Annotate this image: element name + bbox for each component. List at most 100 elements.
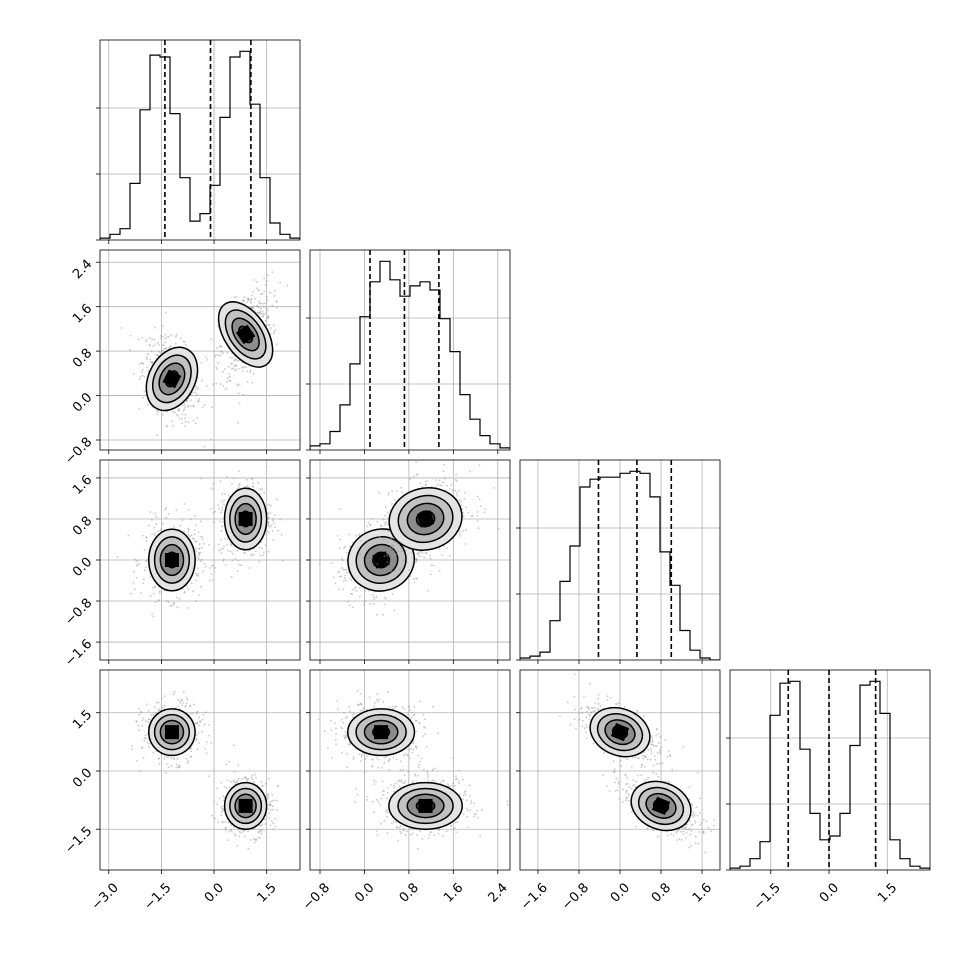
contour-line — [347, 708, 416, 757]
sample-point — [163, 347, 166, 350]
sample-point — [264, 823, 267, 825]
sample-point — [343, 734, 345, 737]
sample-point — [127, 534, 130, 537]
sample-point — [138, 562, 141, 565]
sample-point — [172, 525, 175, 528]
sample-point — [424, 480, 427, 483]
sample-point — [183, 503, 186, 505]
sample-point — [381, 780, 384, 783]
sample-point — [262, 312, 264, 315]
sample-point — [392, 756, 395, 759]
sample-point — [274, 817, 277, 820]
contour-line — [229, 787, 263, 825]
sample-point — [238, 470, 240, 473]
sample-point — [359, 595, 361, 598]
sample-point — [210, 508, 213, 510]
sample-point — [424, 727, 427, 729]
sample-point — [341, 558, 343, 560]
y-tick-label: 0.0 — [70, 390, 95, 415]
sample-point — [279, 281, 281, 284]
sample-point — [342, 568, 345, 571]
sample-point — [391, 544, 394, 547]
sample-point — [402, 559, 405, 562]
sample-point — [141, 336, 144, 339]
sample-point — [154, 585, 156, 588]
sample-point — [341, 559, 344, 562]
sample-point — [478, 464, 481, 467]
sample-point — [414, 774, 417, 777]
sample-point — [373, 603, 375, 605]
sample-point — [218, 543, 220, 546]
sample-point — [334, 722, 336, 725]
sample-point — [233, 296, 236, 299]
sample-point — [138, 363, 141, 366]
sample-point — [384, 523, 387, 526]
sample-point — [261, 310, 264, 313]
sample-point — [221, 547, 224, 550]
sample-point — [377, 758, 380, 761]
sample-point — [149, 594, 152, 597]
sample-point — [351, 713, 354, 715]
sample-point — [174, 411, 177, 414]
sample-point — [351, 606, 354, 609]
sample-point — [199, 551, 202, 554]
sample-point — [165, 425, 168, 427]
sample-point — [355, 589, 358, 592]
sample-point — [141, 719, 144, 722]
sample-point — [330, 756, 333, 759]
sample-point — [164, 333, 167, 336]
sample-point — [233, 781, 235, 784]
sample-point — [228, 830, 231, 833]
sample-point — [231, 831, 233, 833]
sample-point — [483, 511, 486, 514]
sample-point — [172, 602, 174, 604]
sample-point — [199, 585, 202, 588]
sample-point — [390, 537, 393, 539]
sample-point — [138, 708, 141, 710]
sample-point — [455, 775, 457, 778]
sample-point — [170, 757, 173, 760]
sample-point — [183, 408, 186, 410]
sample-point — [333, 576, 335, 579]
sample-point — [150, 350, 153, 353]
sample-point — [266, 274, 269, 276]
sample-point — [267, 513, 269, 516]
sample-point — [259, 312, 262, 314]
sample-point — [275, 301, 278, 304]
sample-point — [419, 760, 422, 763]
sample-point — [149, 576, 152, 578]
sample-point — [195, 600, 198, 603]
sample-point — [194, 422, 197, 425]
sample-point — [385, 506, 387, 509]
sample-point — [168, 755, 171, 758]
sample-point — [151, 533, 153, 536]
sample-point — [212, 383, 214, 386]
sample-point — [408, 569, 411, 571]
sample-point — [165, 516, 168, 519]
sample-point — [454, 479, 457, 481]
sample-point — [255, 839, 257, 841]
sample-point — [396, 541, 398, 544]
sample-point — [148, 742, 151, 745]
sample-point — [385, 597, 388, 600]
sample-point — [401, 706, 403, 708]
sample-point — [182, 701, 185, 704]
sample-point — [186, 698, 189, 701]
sample-point — [371, 764, 374, 767]
sample-point — [246, 381, 249, 383]
sample-point — [276, 799, 278, 802]
sample-point — [272, 822, 275, 825]
sample-point — [337, 535, 339, 537]
sample-point — [478, 498, 481, 500]
sample-point — [250, 839, 252, 841]
contour-line — [234, 793, 257, 819]
panel-1-1 — [306, 249, 511, 454]
sample-point — [357, 534, 360, 537]
sample-point — [131, 748, 133, 751]
sample-point — [175, 413, 178, 416]
sample-point — [135, 560, 138, 563]
sample-point — [249, 369, 252, 372]
sample-point — [384, 514, 387, 517]
sample-point — [233, 744, 235, 747]
sample-point — [216, 368, 219, 370]
